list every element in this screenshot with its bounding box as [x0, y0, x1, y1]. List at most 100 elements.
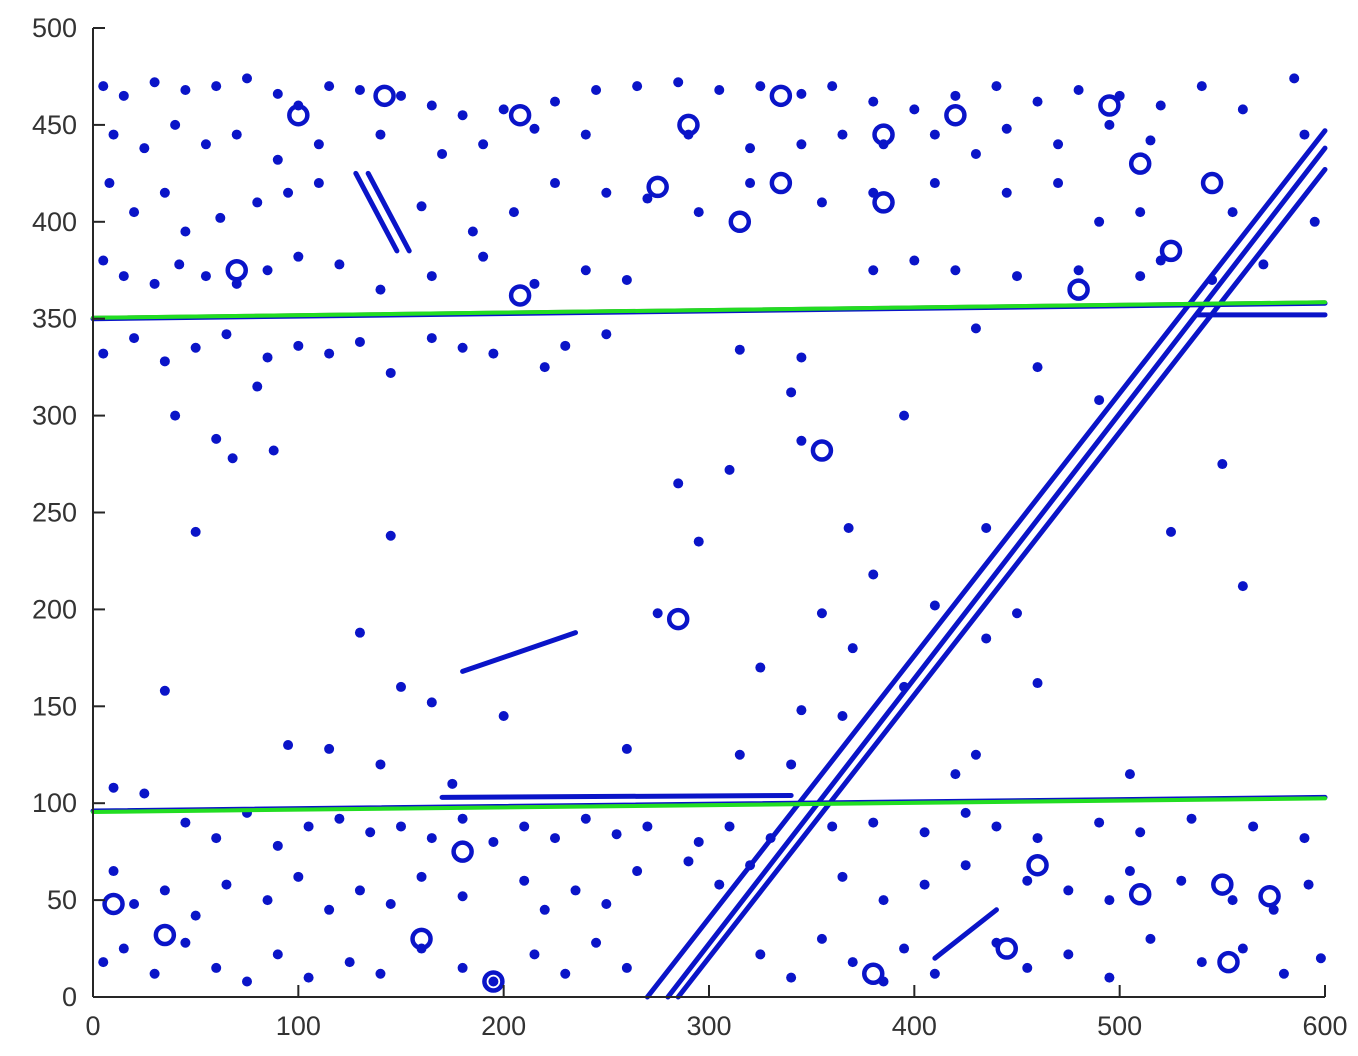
- edge-point-151: [929, 600, 940, 611]
- edge-pixels-group: [90, 73, 1328, 1000]
- edge-ring-24: [1026, 853, 1049, 877]
- edge-point-255: [786, 972, 797, 983]
- edge-point-68: [508, 207, 519, 218]
- edge-point-188: [580, 813, 591, 824]
- edge-point-31: [1196, 81, 1207, 92]
- edge-point-108: [129, 333, 140, 344]
- edge-ring-14: [1200, 171, 1224, 195]
- edge-point-245: [344, 957, 355, 968]
- x-tick-label-200: 200: [481, 1011, 526, 1041]
- edge-point-233: [1176, 875, 1187, 886]
- edge-point-268: [1278, 968, 1289, 979]
- edge-ring-6: [872, 123, 895, 146]
- edge-point-40: [313, 139, 324, 150]
- edge-ring-31: [102, 892, 125, 916]
- edge-point-204: [1299, 833, 1310, 844]
- edge-point-42: [437, 148, 448, 159]
- edge-point-144: [1166, 526, 1176, 537]
- edge-point-254: [755, 949, 766, 960]
- edge-ring-32: [153, 923, 177, 947]
- edge-point-193: [765, 833, 776, 844]
- x-axis-ticks: 0 100 200 300 400 500 600: [85, 985, 1348, 1041]
- edge-point-248: [457, 962, 468, 973]
- edge-point-203: [1248, 821, 1259, 832]
- edge-point-170: [950, 769, 961, 780]
- edge-point-227: [919, 879, 930, 890]
- edge-point-43: [478, 139, 489, 150]
- edge-point-229: [1022, 875, 1033, 886]
- edge-ring-27: [1258, 884, 1281, 908]
- edge-point-167: [621, 743, 632, 754]
- edge-ring-1: [287, 103, 310, 127]
- edge-ring-5: [769, 84, 793, 108]
- edge-point-161: [899, 681, 910, 692]
- edge-ring-19: [810, 439, 834, 462]
- edge-point-205: [108, 866, 119, 877]
- edge-point-90: [293, 251, 304, 262]
- edge-point-249: [488, 976, 499, 987]
- edge-point-86: [174, 259, 185, 270]
- edge-point-198: [991, 821, 1002, 832]
- edge-point-54: [1053, 139, 1064, 150]
- edge-point-263: [1063, 949, 1074, 960]
- edge-point-197: [960, 807, 971, 818]
- y-tick-label-500: 500: [32, 13, 77, 43]
- edge-point-58: [104, 178, 115, 189]
- edge-point-186: [519, 821, 530, 832]
- edge-point-173: [108, 782, 119, 793]
- y-axis-ticks: 0 50 100 150 200 250 300 350 400 450 500: [32, 13, 105, 1012]
- edge-point-10: [354, 85, 365, 96]
- edge-point-103: [1135, 271, 1146, 282]
- edge-point-138: [673, 478, 684, 489]
- edge-point-143: [981, 523, 992, 534]
- edge-point-73: [745, 178, 756, 189]
- detected-lines-group: [91, 300, 1327, 814]
- edge-ring-17: [508, 284, 532, 307]
- edge-point-181: [365, 827, 376, 838]
- edge-point-52: [970, 148, 981, 159]
- edge-point-107: [98, 348, 109, 359]
- edge-point-238: [118, 943, 129, 954]
- edge-point-231: [1104, 895, 1115, 906]
- edge-point-150: [847, 643, 858, 654]
- edge-point-158: [755, 662, 766, 673]
- edge-point-1: [98, 81, 109, 92]
- edge-point-133: [796, 435, 807, 446]
- edge-point-13: [457, 110, 468, 121]
- edge-point-230: [1063, 885, 1074, 896]
- edge-point-35: [139, 143, 150, 154]
- edge-point-253: [621, 962, 632, 973]
- edge-point-4: [180, 85, 191, 96]
- edge-point-91: [334, 259, 345, 270]
- edge-point-20: [755, 81, 766, 92]
- x-tick-label-100: 100: [276, 1011, 321, 1041]
- edge-point-139: [693, 536, 704, 547]
- edge-point-92: [375, 284, 386, 295]
- edge-point-80: [1135, 207, 1146, 218]
- edge-point-141: [843, 523, 854, 534]
- edge-point-226: [878, 895, 889, 906]
- edge-point-183: [426, 833, 437, 844]
- edge-point-102: [1073, 265, 1084, 276]
- edge-point-180: [334, 813, 345, 824]
- edge-point-6: [242, 73, 252, 84]
- edge-point-45: [580, 129, 591, 140]
- edge-point-199: [1032, 833, 1043, 844]
- edge-point-168: [734, 749, 745, 760]
- edge-point-100: [950, 265, 961, 276]
- edge-point-243: [272, 949, 283, 960]
- edge-point-37: [200, 139, 211, 150]
- edge-ring-4: [677, 113, 700, 137]
- edge-point-214: [385, 898, 396, 909]
- edge-point-110: [190, 342, 201, 353]
- edge-point-262: [1022, 962, 1033, 973]
- edge-point-11: [396, 90, 406, 101]
- detected-line-1: [91, 300, 1327, 320]
- edge-point-81: [1227, 207, 1238, 218]
- y-tick-label-450: 450: [32, 110, 77, 140]
- edge-point-156: [426, 697, 437, 708]
- edge-point-260: [929, 968, 940, 979]
- edge-point-252: [591, 937, 602, 948]
- y-tick-label-300: 300: [32, 401, 77, 431]
- edge-point-207: [159, 885, 170, 896]
